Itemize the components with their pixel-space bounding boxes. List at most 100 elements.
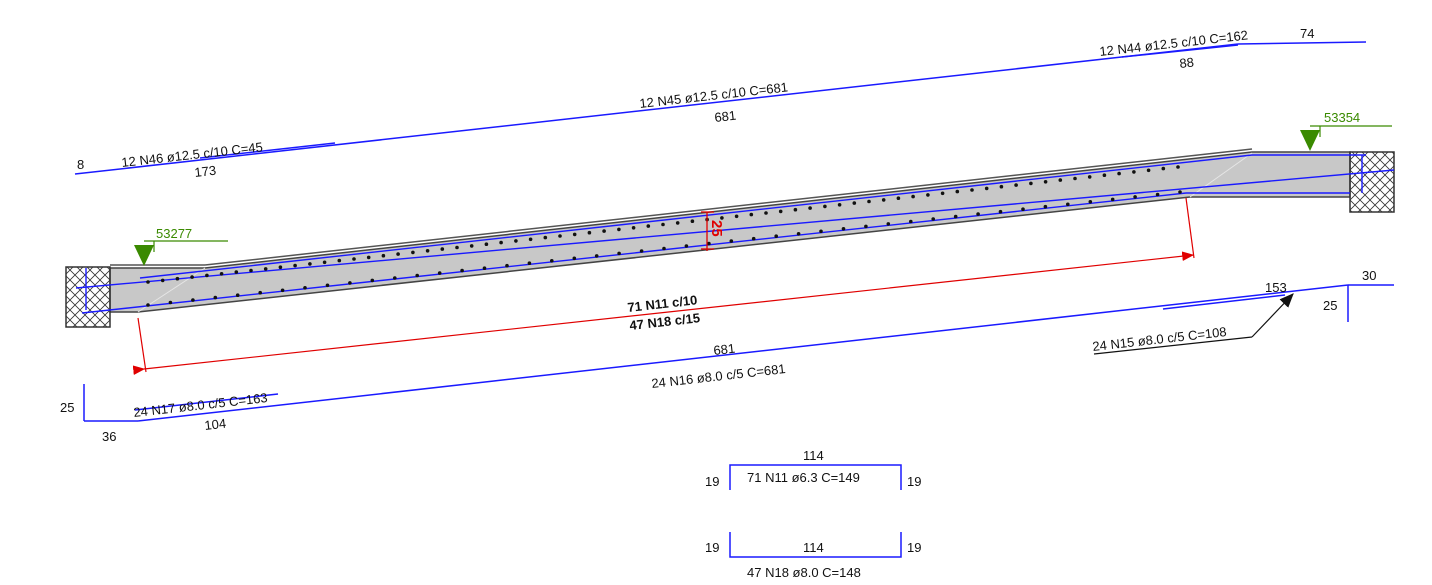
rebar-dot <box>1132 170 1136 174</box>
rebar-dot <box>1058 178 1063 182</box>
rebar-dot <box>484 242 489 246</box>
rebar-dot <box>796 232 801 236</box>
rebar-dot <box>352 257 356 261</box>
bottom-bar-n16 <box>83 284 1394 422</box>
n15-length: 153 <box>1265 280 1287 295</box>
stirrup-n11-right: 19 <box>907 474 921 489</box>
rebar-dot <box>160 278 165 283</box>
rebar-dot <box>381 253 386 258</box>
rebar-dot <box>219 272 224 276</box>
rebar-dot <box>896 196 901 200</box>
stair-slab <box>109 151 1351 313</box>
rebar-dot <box>734 214 739 219</box>
rebar-dot <box>415 273 420 278</box>
rebar-dot <box>661 222 665 227</box>
rebar-dot <box>602 229 606 233</box>
n15-label: 24 N15 ø8.0 c/5 C=108 <box>1092 324 1228 354</box>
rebar-dot <box>617 251 621 256</box>
stirrup-n18-left: 19 <box>705 540 719 555</box>
n17-hook-h: 36 <box>102 429 116 444</box>
rebar-dot <box>190 275 194 279</box>
rebar-dot <box>528 237 533 242</box>
rebar-dot <box>455 245 459 250</box>
stirrup-n11-shape <box>729 464 902 490</box>
n44-hook: 74 <box>1300 26 1314 41</box>
rebar-dot <box>1117 171 1121 176</box>
rebar-dot <box>550 259 554 263</box>
rebar-dot <box>955 189 960 194</box>
stirrup-n18-right: 19 <box>907 540 921 555</box>
n46-hook: 8 <box>77 157 84 172</box>
rebar-dot <box>852 201 857 205</box>
rebar-dot <box>1176 165 1180 169</box>
n16-length: 681 <box>713 341 736 358</box>
rebar-dot <box>998 209 1003 214</box>
rebar-dot <box>514 239 518 243</box>
n17-hook-v: 25 <box>60 400 74 415</box>
rebar-dot <box>572 232 577 237</box>
rebar-dot <box>469 244 474 248</box>
rebar-dot <box>235 293 240 298</box>
rebar-dot <box>1087 175 1092 179</box>
rebar-dot <box>168 300 173 305</box>
rebar-dot <box>527 261 532 266</box>
stirrup-n18-label: 47 N18 ø8.0 C=148 <box>747 565 861 580</box>
rebar-dot <box>749 212 754 217</box>
n17-length: 104 <box>204 416 227 433</box>
rebar-dot <box>751 236 756 241</box>
rebar-dot <box>234 270 239 274</box>
rebar-dot <box>675 221 680 225</box>
rebar-dot <box>1043 204 1048 209</box>
stirrup-n18-shape <box>729 532 902 558</box>
rebar-dot <box>819 229 823 234</box>
rebar-dot <box>325 283 330 288</box>
rebar-dot <box>1021 207 1025 211</box>
rebar-dot <box>662 246 666 251</box>
rebar-dot <box>881 198 886 202</box>
thickness-dimension <box>701 211 714 251</box>
rebar-dot <box>543 235 548 240</box>
rebar-dot <box>1161 166 1166 171</box>
rebar-dot <box>841 227 846 231</box>
rebar-dot <box>999 184 1004 189</box>
n15-hook-v: 25 <box>1323 298 1337 313</box>
rebar-dot <box>729 239 734 243</box>
rebar-dot <box>278 265 283 270</box>
stirrup-n11-label: 71 N11 ø6.3 C=149 <box>747 470 860 485</box>
rebar-dot <box>764 211 768 215</box>
rebar-dot <box>213 295 218 300</box>
level-marker-right <box>1300 125 1392 151</box>
rebar-dot <box>205 273 209 278</box>
rebar-dot <box>337 258 342 263</box>
stirrup-n18-width: 114 <box>803 540 824 555</box>
rebar-dot <box>396 252 400 256</box>
rebar-dot <box>707 241 711 246</box>
rebar-dot <box>460 268 464 273</box>
rebar-dot <box>631 226 636 230</box>
rebar-dot <box>940 191 945 196</box>
rebar-dot <box>293 263 297 268</box>
n45-label: 12 N45 ø12.5 c/10 C=681 <box>639 79 789 111</box>
rebar-dot <box>953 214 958 219</box>
right-support <box>1349 151 1395 213</box>
rebar-dot <box>1088 200 1093 204</box>
rebar-dot <box>1146 168 1151 173</box>
rebar-dot <box>1014 183 1018 187</box>
stirrup-n11-width: 114 <box>803 448 824 463</box>
rebar-dot <box>1102 173 1107 177</box>
rebar-dot <box>778 209 783 214</box>
level-marker-left <box>134 240 228 266</box>
rebar-dot <box>482 266 487 271</box>
rebar-dot <box>258 290 263 295</box>
rebar-dot <box>191 298 195 302</box>
rebar-dot <box>425 249 430 253</box>
rebar-dot <box>1073 176 1077 181</box>
rebar-dot <box>1110 197 1115 202</box>
rebar-dot <box>909 219 913 224</box>
n15-leader <box>1093 293 1294 355</box>
rebar-dot <box>774 234 778 238</box>
rebar-dot <box>720 216 724 220</box>
rebar-dot <box>594 254 599 258</box>
rebar-dot <box>263 267 268 271</box>
